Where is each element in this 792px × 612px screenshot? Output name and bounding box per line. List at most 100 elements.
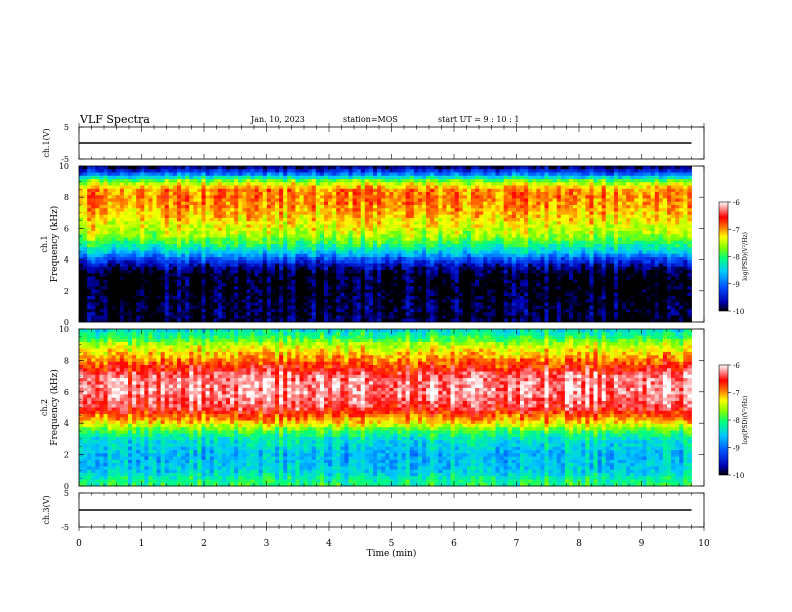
- spectrogram-cell: [111, 289, 117, 294]
- spectrogram-cell: [438, 299, 443, 303]
- spectrogram-cell: [438, 305, 443, 310]
- spectrogram-cell: [405, 192, 411, 196]
- spectrogram-cell: [234, 231, 239, 235]
- spectrogram-cell: [483, 263, 488, 268]
- spectrogram-cell: [381, 198, 386, 203]
- spectrogram-cell: [356, 182, 362, 186]
- spectrogram-cell: [213, 302, 219, 307]
- spectrogram-cell: [344, 270, 349, 274]
- spectrogram-cell: [422, 188, 427, 193]
- spectrogram-cell: [226, 263, 231, 268]
- spectrogram-cell: [352, 240, 358, 245]
- spectrogram-cell: [442, 286, 447, 290]
- spectrogram-cell: [373, 296, 378, 300]
- spectrogram-cell: [389, 201, 394, 206]
- spectrogram-cell: [95, 250, 100, 255]
- spectrogram-cell: [156, 257, 162, 261]
- spectrogram-cell: [230, 315, 235, 320]
- spectrogram-cell: [221, 237, 227, 242]
- spectrogram-cell: [364, 283, 370, 287]
- spectrogram-cell: [172, 302, 178, 307]
- spectrogram-cell: [160, 192, 166, 196]
- spectrogram-cell: [373, 276, 378, 281]
- spectrogram-cell: [258, 227, 264, 232]
- spectrogram-cell: [315, 286, 321, 290]
- spectrogram-cell: [262, 185, 268, 190]
- spectrogram-cell: [283, 227, 288, 232]
- spectrogram-cell: [266, 257, 272, 261]
- spectrogram-cell: [373, 211, 378, 216]
- spectrogram-cell: [83, 312, 88, 316]
- spectrogram-cell: [401, 221, 407, 225]
- spectrogram-cell: [462, 201, 468, 206]
- spectrogram-cell: [373, 208, 378, 212]
- spectrogram-cell: [332, 263, 337, 268]
- spectrogram-cell: [262, 188, 268, 193]
- spectrogram-cell: [201, 305, 206, 310]
- spectrogram-cell: [91, 299, 96, 303]
- spectrogram-cell: [409, 289, 415, 294]
- spectrogram-cell: [99, 201, 104, 206]
- spectrogram-cell: [442, 257, 447, 261]
- spectrogram-cell: [234, 247, 239, 251]
- spectrogram-cell: [356, 221, 362, 225]
- spectrogram-cell: [283, 296, 288, 300]
- spectrogram-cell: [111, 273, 117, 277]
- spectrogram-cell: [360, 169, 366, 173]
- spectrogram-cell: [311, 247, 317, 251]
- spectrogram-cell: [230, 296, 235, 300]
- spectrogram-cell: [381, 244, 386, 248]
- spectrogram-cell: [217, 299, 223, 303]
- spectrogram-cell: [295, 169, 300, 173]
- spectrogram-cell: [475, 270, 480, 274]
- spectrogram-cell: [91, 234, 96, 238]
- spectrogram-cell: [454, 266, 460, 271]
- spectrogram-cell: [315, 270, 321, 274]
- spectrogram-cell: [340, 221, 345, 225]
- spectrogram-cell: [287, 247, 292, 251]
- spectrogram-cell: [168, 279, 174, 284]
- spectrogram-cell: [446, 214, 451, 219]
- spectrogram-cell: [324, 273, 329, 277]
- spectrogram-cell: [148, 221, 153, 225]
- spectrogram-cell: [352, 179, 358, 183]
- spectrogram-cell: [360, 237, 366, 242]
- spectrogram-cell: [332, 185, 337, 190]
- spectrogram-cell: [373, 205, 378, 209]
- spectrogram-cell: [364, 250, 370, 255]
- spectrogram-cell: [164, 253, 170, 258]
- spectrogram-cell: [152, 263, 157, 268]
- spectrogram-cell: [193, 299, 198, 303]
- spectrogram-cell: [430, 218, 435, 222]
- spectrogram-cell: [123, 169, 129, 173]
- spectrogram-cell: [144, 179, 149, 183]
- spectrogram-cell: [185, 244, 190, 248]
- spectrogram-cell: [397, 315, 402, 320]
- spectrogram-cell: [99, 221, 104, 225]
- spectrogram-cell: [181, 283, 186, 287]
- spectrogram-cell: [430, 312, 435, 316]
- spectrogram-cell: [377, 172, 382, 177]
- spectrogram-cell: [438, 192, 443, 196]
- spectrogram-cell: [413, 221, 419, 225]
- spectrogram-cell: [438, 263, 443, 268]
- spectrogram-cell: [336, 240, 341, 245]
- spectrogram-cell: [356, 302, 362, 307]
- spectrogram-cell: [397, 247, 402, 251]
- spectrogram-cell: [401, 315, 407, 320]
- spectrogram-cell: [275, 266, 280, 271]
- spectrogram-cell: [352, 175, 358, 180]
- spectrogram-cell: [185, 182, 190, 186]
- spectrogram-cell: [189, 218, 194, 222]
- spectrogram-cell: [287, 286, 292, 290]
- spectrogram-cell: [471, 305, 476, 310]
- spectrogram-cell: [193, 182, 198, 186]
- spectrogram-cell: [479, 302, 484, 307]
- spectrogram-cell: [291, 292, 296, 297]
- spectrogram-cell: [181, 276, 186, 281]
- spectrogram-cell: [315, 166, 321, 170]
- spectrogram-cell: [291, 201, 296, 206]
- spectrogram-cell: [454, 205, 460, 209]
- spectrogram-cell: [385, 214, 390, 219]
- spectrogram-cell: [209, 305, 215, 310]
